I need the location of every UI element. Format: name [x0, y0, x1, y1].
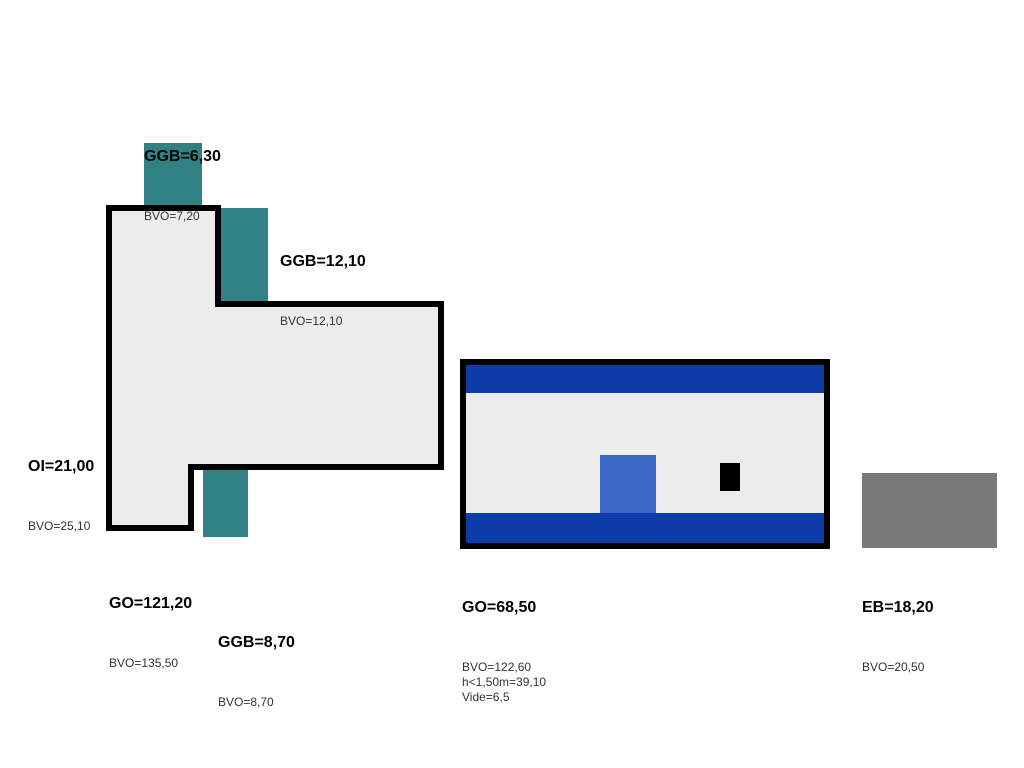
label-right-ggb: GGB=12,10 BVO=12,10 — [280, 212, 366, 369]
label-sub: BVO=7,20 — [144, 209, 221, 224]
label-oi: OI=21,00 BVO=25,10 — [28, 417, 94, 574]
label-sub: BVO=135,50 — [109, 656, 192, 671]
label-main: GO=68,50 — [462, 598, 546, 618]
gray-box — [862, 473, 997, 548]
label-main: GGB=8,70 — [218, 633, 295, 653]
building-2-blue-block — [600, 455, 656, 513]
label-go-mid: GO=68,50 BVO=122,60 h<1,50m=39,10 Vide=6… — [462, 558, 546, 745]
label-main: GO=121,20 — [109, 594, 192, 614]
label-sub: BVO=8,70 — [218, 695, 295, 710]
label-go-left: GO=121,20 BVO=135,50 — [109, 554, 192, 711]
label-sub: BVO=25,10 — [28, 519, 94, 534]
label-sub: BVO=12,10 — [280, 314, 366, 329]
label-sub: BVO=20,50 — [862, 660, 934, 675]
label-sub: BVO=122,60 h<1,50m=39,10 Vide=6,5 — [462, 660, 546, 705]
diagram-stage: GGB=6,30 BVO=7,20 GGB=12,10 BVO=12,10 OI… — [0, 0, 1024, 768]
label-main: GGB=12,10 — [280, 252, 366, 272]
label-ggb-bottom: GGB=8,70 BVO=8,70 — [218, 593, 295, 750]
label-main: GGB=6,30 — [144, 147, 221, 167]
label-top-ggb: GGB=6,30 BVO=7,20 — [144, 107, 221, 264]
label-eb: EB=18,20 BVO=20,50 — [862, 558, 934, 715]
label-main: OI=21,00 — [28, 457, 94, 477]
label-main: EB=18,20 — [862, 598, 934, 618]
building-2-black-block — [720, 463, 740, 491]
